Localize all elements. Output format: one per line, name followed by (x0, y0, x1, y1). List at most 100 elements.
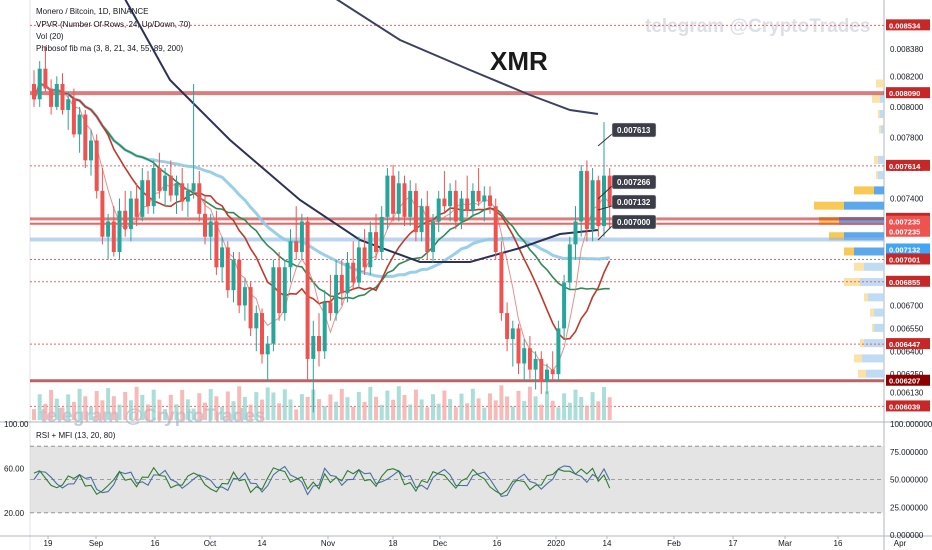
volume-bar (77, 388, 82, 420)
volume-bar (391, 399, 396, 420)
candle-body (408, 190, 413, 217)
candle-body (77, 114, 82, 135)
price-badge-label: 0.006207 (889, 377, 920, 386)
vpvr-down-bar (866, 369, 884, 378)
candle-body (391, 175, 396, 214)
vpvr-up-bar (854, 186, 874, 195)
rsi-title: RSI + MFI (13, 20, 80) (36, 431, 116, 440)
rsi-right-tick: 75.000000 (890, 448, 928, 457)
volume-bar (299, 394, 304, 420)
candle-body (248, 287, 253, 329)
candle-body (311, 336, 316, 359)
candle-body (351, 262, 356, 283)
callout-label: 0.007000 (617, 218, 651, 227)
volume-bar (322, 406, 327, 420)
candle-body (533, 358, 538, 370)
vpvr-up-bar (854, 262, 864, 271)
volume-bar (106, 388, 111, 420)
volume-bar (168, 394, 173, 420)
rsi-right-tick: 50.000000 (890, 476, 928, 485)
volume-bar (140, 394, 145, 420)
price-tick: 0.006250 (890, 370, 924, 379)
candle-body (197, 183, 202, 214)
vpvr-down-bar (864, 339, 884, 348)
volume-bar (191, 408, 196, 420)
volume-bar (174, 404, 179, 420)
price-badge-label: 0.007001 (889, 255, 920, 264)
price-badge-label: 0.006855 (889, 278, 920, 287)
volume-bar (288, 399, 293, 420)
volume-bar (328, 394, 333, 420)
price-tick: 0.008380 (890, 45, 924, 54)
candle-body (43, 68, 48, 89)
volume-bar (43, 403, 48, 420)
candle-body (339, 274, 344, 294)
vpvr-down-bar (878, 171, 884, 180)
volume-bar (596, 401, 601, 420)
volume-bar (408, 404, 413, 420)
vpvr-up-bar (864, 293, 868, 302)
volume-bar (385, 390, 390, 420)
indicator-line: Vol (20) (36, 32, 64, 41)
candle-body (134, 198, 139, 217)
volume-bar (579, 397, 584, 420)
candle-body (470, 190, 475, 211)
candle-body (220, 247, 225, 268)
vpvr-down-bar (880, 94, 884, 103)
candle-body (163, 175, 168, 191)
price-badge (886, 215, 930, 227)
volume-bar (317, 399, 321, 420)
candle-body (562, 282, 567, 329)
candle-body (277, 267, 282, 314)
volume-bar (163, 409, 168, 420)
candle-body (396, 183, 401, 214)
time-tick: Dec (433, 539, 447, 548)
candle-body (550, 369, 555, 375)
candle-body (573, 221, 578, 245)
volume-bar (117, 404, 122, 420)
callout-leader (597, 205, 613, 211)
price-tick: 0.006400 (890, 347, 924, 356)
vpvr-up-bar (814, 201, 844, 210)
candle-body (459, 198, 464, 222)
price-badge (886, 19, 930, 31)
candle-body (505, 313, 510, 340)
callout-label: 0.007266 (617, 178, 651, 187)
candle-body (208, 221, 213, 237)
price-tick: 0.007400 (890, 195, 924, 204)
time-tick: Apr (894, 539, 907, 548)
price-badge (886, 159, 930, 171)
candle-body (231, 259, 236, 291)
volume-bar (556, 407, 561, 420)
price-badge-label: 0.008090 (889, 89, 920, 98)
time-tick: Nov (321, 539, 335, 548)
price-badge-label: 0.007132 (889, 245, 920, 254)
candle-body (556, 328, 561, 375)
volume-bar (488, 393, 492, 420)
volume-bar (146, 404, 150, 420)
volume-bar (550, 400, 555, 420)
vpvr-down-bar (839, 216, 884, 225)
ma-200 (124, 0, 599, 263)
price-badge-label: 0.007235 (889, 228, 920, 237)
vpvr-down-bar (881, 125, 884, 134)
volume-bar (356, 391, 361, 420)
vpvr-up-bar (878, 110, 880, 119)
candle-body (345, 262, 350, 294)
volume-bar (476, 398, 481, 420)
vpvr-down-bar (854, 247, 884, 256)
vpvr-up-bar (870, 308, 874, 317)
vpvr-down-bar (864, 262, 884, 271)
volume-bar (89, 406, 93, 420)
candle-body (54, 84, 59, 107)
candle-body (431, 221, 435, 252)
time-tick: 19 (44, 539, 53, 548)
candle-body (476, 190, 481, 202)
vpvr-down-bar (860, 278, 884, 287)
candle-body (448, 190, 453, 207)
candle-body (516, 328, 521, 364)
candle-body (60, 84, 65, 110)
price-badge-label: 0.006039 (889, 402, 920, 411)
volume-bar (351, 406, 356, 420)
